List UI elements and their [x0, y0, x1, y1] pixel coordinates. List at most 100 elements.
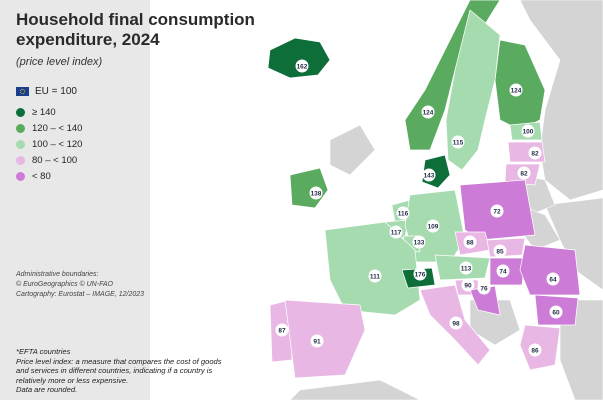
value-label-text: 82 — [531, 150, 539, 157]
value-label-circle — [517, 166, 531, 180]
value-label-circle — [421, 105, 435, 119]
value-label-text: 124 — [423, 109, 434, 116]
value-label-text: 90 — [464, 282, 472, 289]
value-label-circle — [412, 235, 426, 249]
value-label-circle — [451, 135, 465, 149]
footnote-line: Price level index: a measure that compar… — [16, 356, 222, 366]
value-label-circle — [528, 146, 542, 160]
legend-swatch — [16, 139, 25, 149]
value-label-circle — [426, 219, 440, 233]
iceland — [267, 37, 331, 79]
value-label-circle — [275, 323, 289, 337]
footnote-line: relatively more or less expensive. — [16, 375, 129, 385]
value-label-circle — [463, 235, 477, 249]
value-label-circle — [549, 305, 563, 319]
value-label: 85 — [493, 244, 507, 258]
value-label-text: 87 — [278, 327, 286, 334]
value-label: 72 — [490, 204, 504, 218]
legend-swatch — [16, 171, 25, 181]
value-label: 76 — [477, 281, 491, 295]
map-title: Household final consumption expenditure,… — [16, 10, 255, 49]
value-label: 100 — [521, 124, 535, 138]
legend: EU = 100 ≥ 140 120 – < 140 100 – < 120 8… — [16, 86, 82, 184]
legend-label: < 80 — [32, 170, 51, 182]
value-label-text: 109 — [428, 223, 439, 230]
value-label-text: 162 — [297, 63, 308, 70]
value-label-circle — [528, 343, 542, 357]
value-label: 74 — [496, 264, 510, 278]
value-label-circle — [490, 204, 504, 218]
value-label: 116 — [396, 206, 410, 220]
legend-swatch — [16, 155, 25, 165]
legend-swatch — [16, 123, 25, 133]
value-label-text: 76 — [480, 285, 488, 292]
value-label-text: 100 — [523, 128, 534, 135]
value-label-circle — [413, 267, 427, 281]
admin-line: Cartography: Eurostat – IMAGE, 12/2023 — [16, 291, 145, 298]
value-label: 64 — [546, 272, 560, 286]
value-label-text: 116 — [398, 210, 409, 217]
legend-label: 80 – < 100 — [32, 154, 78, 166]
value-label: 87 — [275, 323, 289, 337]
value-label: 113 — [459, 261, 473, 275]
value-label-circle — [461, 278, 475, 292]
value-label-text: 113 — [461, 265, 472, 272]
value-label: 82 — [517, 166, 531, 180]
value-label-circle — [422, 168, 436, 182]
value-label-circle — [449, 316, 463, 330]
value-label: 143 — [422, 168, 436, 182]
value-label: 133 — [412, 235, 426, 249]
value-label-text: 98 — [452, 320, 460, 327]
value-label-circle — [295, 59, 309, 73]
legend-label: 100 – < 120 — [32, 138, 83, 150]
romania — [519, 244, 581, 296]
legend-eu-label: EU = 100 — [35, 86, 77, 97]
legend-item: < 80 — [16, 168, 82, 184]
value-label-text: 133 — [414, 239, 425, 246]
value-label-text: 138 — [311, 190, 322, 197]
value-label-text: 60 — [552, 309, 560, 316]
value-label-circle — [368, 269, 382, 283]
value-label: 82 — [528, 146, 542, 160]
value-label: 98 — [449, 316, 463, 330]
value-label-text: 176 — [415, 271, 426, 278]
value-label: 90 — [461, 278, 475, 292]
value-label-circle — [309, 186, 323, 200]
value-label-text: 117 — [391, 229, 402, 236]
value-label-circle — [521, 124, 535, 138]
value-label-text: 82 — [520, 170, 528, 177]
eu-flag-icon — [16, 87, 29, 96]
value-label: 138 — [309, 186, 323, 200]
value-label: 117 — [389, 225, 403, 239]
map-subtitle: (price level index) — [16, 56, 103, 68]
value-label: 124 — [509, 83, 523, 97]
legend-swatch — [16, 107, 25, 117]
value-label: 124 — [421, 105, 435, 119]
value-label-text: 72 — [493, 208, 501, 215]
value-label-circle — [310, 334, 324, 348]
value-label-circle — [396, 206, 410, 220]
value-label-text: 88 — [466, 239, 474, 246]
footnote-line: *EFTA countries — [16, 347, 71, 356]
value-labels: 162 124 124 115 100 82 82 143 138 116 117 109 133 72 8… — [275, 59, 563, 357]
legend-label: 120 – < 140 — [32, 122, 83, 134]
value-label-circle — [546, 272, 560, 286]
footnotes: *EFTA countries Price level index: a mea… — [16, 347, 316, 395]
value-label-circle — [496, 264, 510, 278]
value-label-text: 115 — [453, 139, 464, 146]
value-label-circle — [459, 261, 473, 275]
admin-notes: Administrative boundaries: © EuroGeograp… — [16, 270, 144, 300]
legend-item: ≥ 140 — [16, 104, 82, 120]
value-label-text: 111 — [370, 273, 381, 280]
value-label: 115 — [451, 135, 465, 149]
value-label: 86 — [528, 343, 542, 357]
value-label-text: 86 — [531, 347, 539, 354]
value-label-text: 124 — [511, 87, 522, 94]
legend-item: 120 – < 140 — [16, 120, 82, 136]
value-label-circle — [389, 225, 403, 239]
value-label-text: 143 — [424, 172, 435, 179]
legend-eu-reference: EU = 100 — [16, 86, 82, 97]
sweden — [445, 9, 501, 171]
value-label: 60 — [549, 305, 563, 319]
